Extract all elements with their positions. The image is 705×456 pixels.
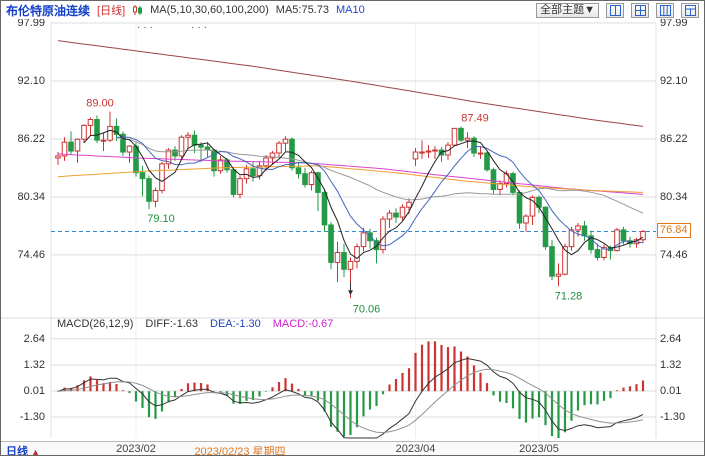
macd-axis-label: 2.64	[5, 332, 45, 346]
layout-grid-icon	[634, 4, 646, 16]
layout-two-pane-button[interactable]	[606, 2, 624, 18]
theme-selector-button[interactable]: 全部主题▼	[536, 2, 599, 18]
date-label: 2023/02/23 星期四	[194, 446, 286, 456]
macd-formula: MACD(26,12,9)	[57, 318, 134, 330]
ellipsis-marks: ···	[191, 22, 210, 33]
layout-two-pane-icon	[609, 4, 621, 16]
macd-legend[interactable]: MACD(26,12,9) DIFF:-1.63 DEA:-1.30 MACD:…	[57, 318, 333, 330]
macd-axis-label: 1.32	[5, 358, 45, 372]
price-axis-label: 74.46	[660, 248, 688, 262]
ma5-value: MA5:75.73	[275, 4, 329, 16]
price-annotation: 71.28	[555, 290, 583, 302]
price-annotation: 87.49	[461, 112, 489, 124]
price-axis-label: 92.10	[660, 74, 688, 88]
macd-axis-label: 0.01	[5, 384, 45, 398]
price-axis-label: 97.99	[5, 16, 45, 30]
layout-mixed-button[interactable]	[681, 2, 699, 18]
layout-columns-icon	[659, 4, 671, 16]
price-axis-label: 74.46	[5, 248, 45, 262]
price-axis-label: 80.34	[660, 190, 688, 204]
price-annotation: 89.00	[86, 98, 114, 110]
period-selector-label: 日线	[6, 446, 28, 456]
layout-grid-button[interactable]	[631, 2, 649, 18]
macd-dea-value: DEA:-1.30	[210, 318, 261, 330]
macd-axis-label: -1.30	[660, 410, 686, 424]
last-price-badge: 76.84	[657, 223, 691, 238]
layout-columns-button[interactable]	[656, 2, 674, 18]
date-label: 2023/02	[116, 443, 156, 455]
macd-axis-label: 1.32	[660, 358, 682, 372]
price-axis-label: 97.99	[660, 16, 688, 30]
period-tag[interactable]: [日线]	[97, 5, 126, 17]
time-axis: 日线 ▲ 2023/02 2023/02/23 星期四 2023/04 2023/05	[1, 441, 704, 456]
price-annotation: 70.06	[353, 303, 381, 315]
price-axis-label: 86.22	[5, 132, 45, 146]
macd-hist-value: MACD:-0.67	[272, 318, 334, 330]
date-label: 2023/05	[519, 443, 559, 455]
price-annotation: 79.10	[147, 213, 175, 225]
macd-axis-label: 2.64	[660, 332, 682, 346]
ma-settings-label[interactable]: MA(5,10,30,60,100,200)	[150, 4, 269, 16]
ma-indicator-icon	[132, 4, 143, 16]
macd-axis-label: 0.01	[660, 384, 682, 398]
period-dropdown-arrow: ▲	[31, 447, 40, 456]
date-label: 2023/04	[395, 443, 436, 455]
price-axis-label: 92.10	[5, 74, 45, 88]
layout-mixed-icon	[684, 4, 696, 16]
period-selector[interactable]: 日线 ▲	[6, 443, 40, 456]
price-axis-label: 86.22	[660, 132, 688, 146]
instrument-title: 布伦特原油连续	[6, 3, 91, 18]
macd-axis-label: -1.30	[5, 410, 45, 424]
ma10-value: MA10	[335, 4, 365, 16]
price-axis-label: 80.34	[5, 190, 45, 204]
macd-diff-value: DIFF:-1.63	[145, 318, 198, 330]
chart-header: 布伦特原油连续 [日线] MA(5,10,30,60,100,200) MA5:…	[1, 1, 704, 19]
ellipsis-marks: ···	[137, 22, 156, 33]
